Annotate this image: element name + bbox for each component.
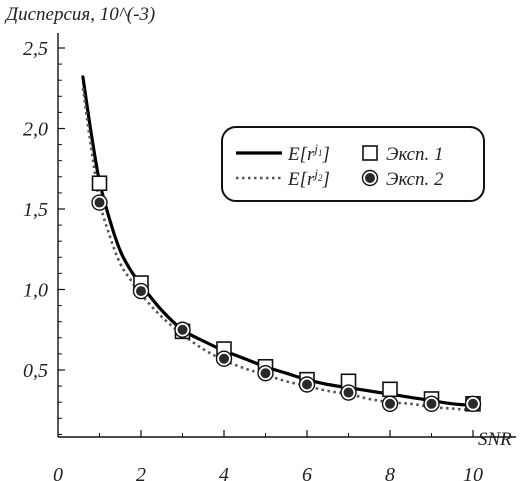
x-tick-label: 8	[385, 464, 395, 481]
marker-exp-2	[464, 395, 482, 413]
x-tick-label: 6	[302, 464, 312, 481]
marker-exp-1	[91, 175, 108, 192]
y-tick-label: 0,5	[23, 360, 48, 382]
marker-exp-2	[174, 321, 191, 338]
x-tick-label: 0	[53, 464, 63, 481]
marker-exp-2	[91, 194, 108, 211]
legend-square-icon	[362, 145, 378, 161]
legend-circle-icon	[361, 169, 379, 187]
x-tick-label: 10	[463, 464, 483, 481]
legend-label-series-1: E[rj1]	[287, 141, 330, 165]
legend-label-series-2: E[rj2]	[287, 166, 330, 190]
marker-exp-2	[340, 384, 357, 401]
y-tick-label: 2,5	[23, 38, 48, 60]
axis-ticks: 0,5 1,0 1,5 2,0 2,5 0 2 4 6 8 10	[23, 38, 483, 481]
legend-label-exp-1: Эксп. 1	[386, 144, 444, 165]
marker-exp-2	[298, 376, 316, 393]
legend: E[rj1] E[rj2] Эксп. 1 Эксп. 2	[221, 126, 485, 202]
x-tick-label: 4	[219, 464, 229, 481]
legend-box	[221, 126, 485, 202]
x-tick-label: 2	[136, 464, 146, 481]
marker-exp-2	[423, 395, 440, 413]
y-tick-label: 1,0	[23, 280, 48, 302]
x-axis-title: SNR	[478, 429, 512, 450]
legend-label-exp-2: Эксп. 2	[386, 169, 444, 190]
marker-exp-2	[381, 395, 399, 413]
y-axis-title: Дисперсия, 10^(-3)	[4, 4, 155, 25]
marker-exp-1	[382, 381, 398, 398]
marker-exp-2	[257, 365, 274, 382]
marker-exp-2	[132, 282, 150, 300]
y-tick-label: 2,0	[23, 119, 48, 141]
marker-exp-2	[215, 350, 233, 367]
y-tick-label: 1,5	[23, 199, 48, 221]
marker-layer	[91, 175, 482, 413]
